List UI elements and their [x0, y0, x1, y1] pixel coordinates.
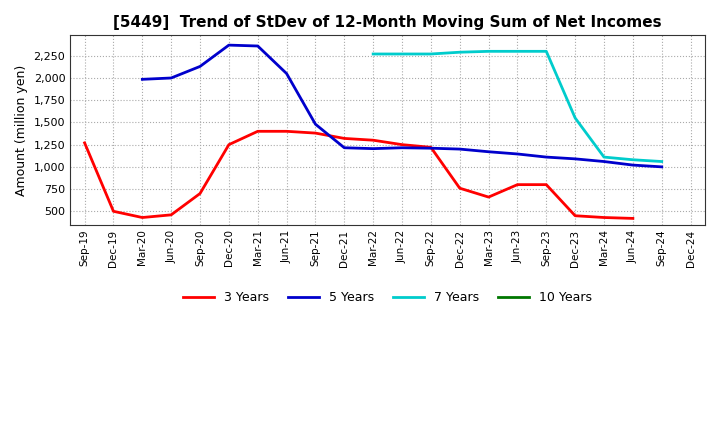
Y-axis label: Amount (million yen): Amount (million yen) [15, 64, 28, 196]
Title: [5449]  Trend of StDev of 12-Month Moving Sum of Net Incomes: [5449] Trend of StDev of 12-Month Moving… [113, 15, 662, 30]
Legend: 3 Years, 5 Years, 7 Years, 10 Years: 3 Years, 5 Years, 7 Years, 10 Years [178, 286, 598, 309]
